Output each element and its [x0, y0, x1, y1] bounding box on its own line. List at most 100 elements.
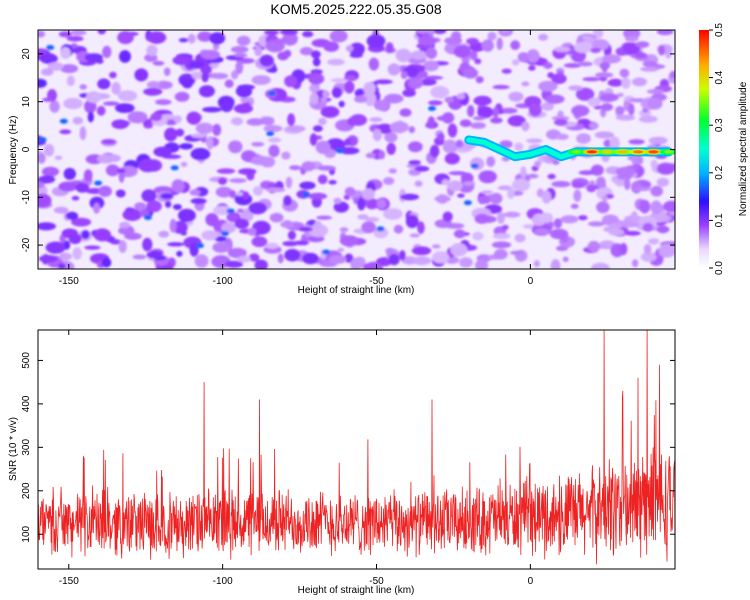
noise-blob	[560, 215, 579, 224]
noise-blob	[59, 118, 68, 124]
noise-blob	[96, 105, 106, 116]
noise-blob	[189, 189, 201, 196]
noise-blob	[224, 79, 234, 88]
noise-blob	[512, 59, 520, 66]
noise-blob	[408, 126, 415, 134]
noise-blob	[647, 97, 663, 110]
noise-blob	[174, 91, 190, 102]
noise-blob	[263, 30, 280, 35]
noise-blob	[538, 212, 554, 223]
noise-blob	[146, 200, 162, 213]
noise-blob	[416, 30, 435, 34]
noise-blob	[251, 75, 271, 85]
noise-blob	[72, 247, 82, 260]
noise-blob	[111, 82, 121, 95]
noise-blob	[190, 147, 211, 161]
noise-blob	[209, 32, 226, 45]
noise-blob	[172, 204, 182, 210]
noise-blob	[399, 108, 412, 117]
noise-blob	[538, 33, 549, 41]
noise-blob	[487, 31, 497, 41]
noise-blob	[224, 260, 243, 268]
noise-blob	[66, 75, 75, 87]
noise-blob	[345, 45, 354, 52]
noise-blob	[247, 227, 257, 236]
noise-blob	[315, 140, 331, 154]
noise-blob	[337, 247, 345, 252]
signal-track	[464, 135, 675, 162]
noise-blob	[269, 212, 284, 223]
noise-blob	[656, 162, 675, 175]
noise-blob	[466, 37, 479, 45]
noise-blob	[411, 246, 432, 256]
x-tick-label: -100	[213, 576, 233, 587]
noise-blob	[338, 100, 345, 108]
signal-hotspot-peak	[617, 150, 628, 154]
noise-blob	[643, 244, 652, 255]
noise-blob	[400, 193, 420, 201]
noise-blob	[284, 248, 301, 262]
noise-blob	[331, 87, 342, 98]
noise-blob	[568, 85, 583, 91]
noise-blob	[534, 228, 550, 235]
noise-blob	[376, 198, 387, 209]
noise-blob	[410, 78, 423, 88]
noise-blob	[85, 91, 102, 104]
noise-blob	[595, 176, 606, 189]
noise-blob	[595, 72, 614, 78]
noise-blob	[236, 255, 251, 263]
noise-blob	[54, 155, 63, 160]
noise-blob	[551, 115, 570, 121]
noise-blob	[601, 54, 622, 64]
noise-blob	[111, 119, 129, 129]
noise-blob	[98, 185, 112, 197]
noise-blob	[393, 224, 404, 234]
noise-blob	[457, 193, 465, 198]
noise-blob	[455, 139, 464, 148]
noise-blob	[323, 41, 340, 52]
noise-blob	[517, 52, 530, 63]
noise-blob	[268, 137, 282, 143]
noise-blob	[405, 214, 419, 229]
noise-blob	[265, 242, 279, 249]
noise-blob	[309, 84, 317, 92]
noise-blob	[152, 60, 165, 66]
noise-blob	[164, 200, 172, 208]
noise-blob	[508, 91, 524, 102]
noise-blob	[147, 31, 167, 44]
noise-blob	[75, 182, 90, 193]
noise-blob	[428, 106, 436, 111]
noise-blob	[277, 253, 284, 264]
noise-blob	[365, 217, 380, 222]
noise-blob	[138, 158, 158, 173]
noise-blob	[386, 142, 396, 155]
noise-blob	[103, 101, 120, 106]
noise-blob	[512, 178, 531, 192]
noise-blob	[316, 215, 332, 220]
noise-blob	[322, 249, 331, 255]
noise-blob	[575, 87, 595, 101]
noise-blob	[444, 96, 455, 103]
x-tick-label: 0	[528, 576, 534, 587]
signal-hotspot-peak	[633, 150, 644, 154]
noise-blob	[578, 215, 588, 221]
noise-blob	[424, 75, 444, 80]
noise-blob	[176, 250, 183, 257]
noise-blob	[254, 259, 268, 269]
noise-blob	[173, 115, 182, 124]
noise-blob	[534, 160, 541, 168]
noise-blob	[238, 168, 257, 175]
noise-blob	[180, 161, 188, 167]
noise-blob	[363, 81, 376, 96]
noise-blob	[251, 142, 265, 147]
noise-blob	[186, 111, 202, 125]
noise-blob	[427, 116, 436, 129]
noise-blob	[308, 224, 329, 238]
noise-blob	[268, 144, 280, 158]
noise-blob	[172, 55, 192, 66]
noise-blob	[310, 69, 323, 75]
noise-blob	[155, 99, 172, 106]
noise-blob	[84, 245, 101, 250]
noise-blob	[97, 30, 106, 35]
noise-blob	[388, 168, 397, 174]
